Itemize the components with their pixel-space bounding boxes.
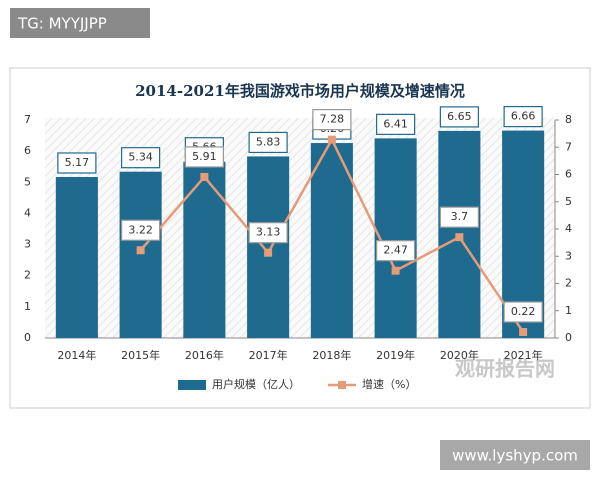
data-label-box: [376, 240, 416, 262]
data-label-box: [503, 301, 543, 323]
y2-tick-label: 6: [565, 168, 572, 181]
overlay-box: [440, 440, 590, 470]
y2-tick-label: 0: [565, 331, 572, 344]
data-label-box: [503, 105, 543, 128]
x-tick-label: 2015年: [121, 348, 160, 362]
data-label-box: [376, 113, 416, 135]
data-label: 6.65: [447, 110, 472, 123]
watermark: 观研报告网: [455, 357, 555, 381]
data-label: 3.7: [451, 210, 469, 223]
chart-title: 2014-2021年我国游戏市场用户规模及增速情况: [135, 82, 465, 100]
data-label: 5.17: [65, 156, 90, 169]
x-tick-label: 2019年: [376, 348, 415, 362]
y2-tick-label: 3: [565, 249, 572, 262]
x-tick-label: 2021年: [504, 348, 543, 362]
bar: [247, 156, 290, 338]
data-label: 5.83: [256, 135, 281, 148]
data-label: 3.22: [128, 223, 153, 236]
y2-tick-label: 2: [565, 277, 572, 290]
data-label: 6.41: [383, 117, 408, 130]
bar: [374, 138, 417, 338]
data-label: 5.91: [192, 150, 217, 163]
data-label: 3.13: [256, 226, 281, 239]
y2-tick-label: 7: [565, 140, 572, 153]
x-tick-label: 2020年: [440, 348, 479, 362]
data-label: 5.34: [128, 151, 153, 164]
data-label-box: [248, 222, 288, 244]
y2-tick-label: 5: [565, 195, 572, 208]
marker: [519, 328, 528, 337]
y-tick-label: 7: [24, 113, 31, 126]
data-label-box: [121, 147, 161, 169]
marker: [200, 172, 209, 181]
legend-label: 增速（%）: [362, 377, 416, 391]
overlay-text: www.lyshyp.com: [452, 447, 578, 465]
marker: [327, 135, 336, 144]
marker: [391, 266, 400, 275]
y-tick-label: 1: [24, 300, 31, 313]
y-tick-label: 5: [24, 175, 31, 188]
bar: [310, 143, 353, 338]
x-tick-label: 2014年: [57, 348, 96, 362]
overlay-box: [10, 8, 150, 38]
data-label: 7.28: [320, 113, 345, 126]
x-tick-label: 2016年: [185, 348, 224, 362]
y-tick-label: 2: [24, 269, 31, 282]
y-tick-label: 3: [24, 238, 31, 251]
data-label: 2.47: [383, 244, 408, 257]
y-tick-label: 6: [24, 144, 31, 157]
legend-label: 用户规模（亿人）: [212, 377, 300, 391]
x-tick-label: 2017年: [249, 348, 288, 362]
legend-swatch: [178, 380, 206, 390]
data-label-box: [439, 206, 479, 228]
data-label-box: [121, 219, 161, 241]
data-label: 6.66: [511, 110, 536, 123]
y2-tick-label: 4: [565, 222, 572, 235]
marker: [455, 233, 464, 242]
y2-tick-label: 1: [565, 304, 572, 317]
marker: [136, 246, 145, 255]
data-label: 0.22: [511, 305, 536, 318]
data-label-box: [57, 152, 97, 174]
data-label-box: [248, 131, 288, 154]
data-label-box: [184, 146, 224, 168]
y-tick-label: 4: [24, 206, 31, 219]
data-label-box: [439, 106, 479, 128]
y2-tick-label: 8: [565, 113, 572, 126]
y-tick-label: 0: [24, 331, 31, 344]
data-label-box: [312, 109, 352, 131]
bar: [183, 161, 226, 338]
bar: [119, 171, 162, 338]
legend-swatch: [338, 381, 346, 389]
x-tick-label: 2018年: [312, 348, 351, 362]
overlay-text: TG: MYYJJPP: [17, 15, 107, 33]
bar: [55, 176, 98, 338]
marker: [264, 248, 273, 257]
